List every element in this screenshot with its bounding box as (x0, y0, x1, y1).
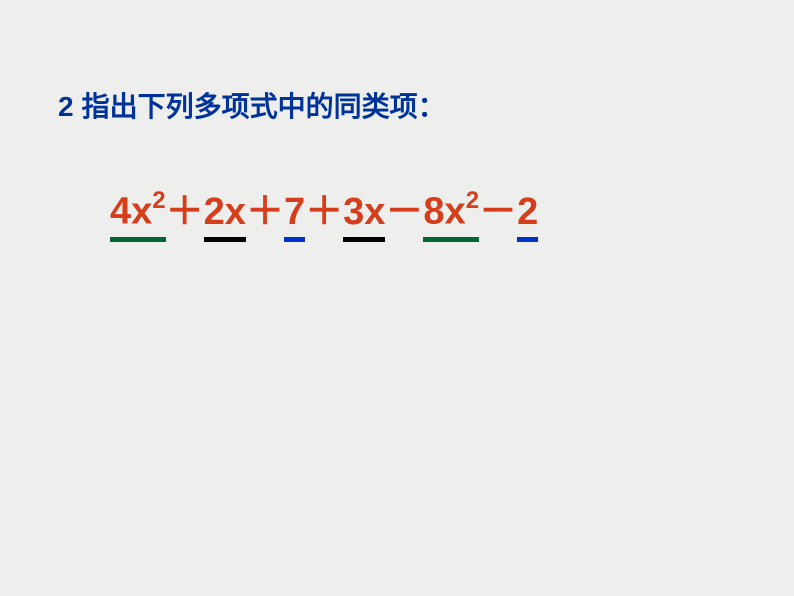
underline-green (423, 237, 479, 242)
term-text: 8x (423, 191, 465, 233)
term-2x: 2x (204, 191, 246, 234)
underline-blue (284, 237, 305, 242)
underline-black (343, 237, 385, 242)
term-sup: 2 (152, 187, 165, 214)
question-title: 2 指出下列多项式中的同类项： (58, 85, 446, 125)
term-4x2: 4x2 (110, 189, 166, 234)
term-8x2: 8x2 (423, 189, 479, 234)
underline-black (204, 237, 246, 242)
term-text: 7 (284, 191, 305, 233)
op-plus-1: ＋ (166, 180, 204, 235)
underline-blue (517, 237, 538, 242)
term-text: 2 (517, 191, 538, 233)
term-3x: 3x (343, 191, 385, 234)
op-plus-2: ＋ (246, 180, 284, 235)
term-2: 2 (517, 191, 538, 234)
op-plus-3: ＋ (305, 180, 343, 235)
question-text: 指出下列多项式中的同类项： (82, 92, 446, 123)
polynomial-expression: 4x2 ＋ 2x ＋ 7 ＋ 3x － 8x2 － 2 (110, 180, 538, 235)
term-text: 3x (343, 191, 385, 233)
op-minus-2: － (479, 180, 517, 235)
underline-green (110, 237, 166, 242)
op-minus-1: － (385, 180, 423, 235)
term-text: 2x (204, 191, 246, 233)
term-text: 4x (110, 191, 152, 233)
term-sup: 2 (466, 187, 479, 214)
question-number: 2 (58, 91, 74, 122)
term-7: 7 (284, 191, 305, 234)
